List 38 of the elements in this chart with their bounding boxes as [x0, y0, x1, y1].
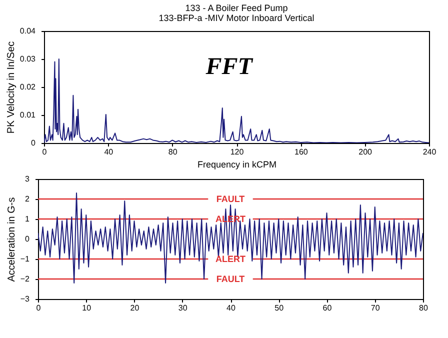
x-tick-label: 200 — [358, 148, 373, 156]
ref-line-label: ALERT — [216, 254, 246, 264]
x-tick-label: 240 — [422, 148, 437, 156]
y-tick-label: 0.03 — [20, 54, 36, 64]
x-tick-label: 160 — [294, 148, 308, 156]
y-tick-label: 0 — [31, 138, 36, 148]
line-series — [38, 192, 423, 284]
y-tick-label: −2 — [20, 274, 30, 284]
x-tick-label: 60 — [322, 304, 332, 312]
x-tick-label: 0 — [42, 148, 48, 156]
x-tick-label: 50 — [274, 304, 284, 312]
y-tick-label: 2 — [25, 194, 30, 204]
x-tick-label: 120 — [230, 148, 244, 156]
x-tick-label: 80 — [419, 304, 428, 312]
ref-line-label: FAULT — [216, 194, 246, 204]
x-tick-label: 40 — [226, 304, 236, 312]
chart-title: 133 - A Boiler Feed Pump — [185, 3, 288, 13]
x-tick-label: 80 — [168, 148, 178, 156]
y-tick-label: 0.01 — [20, 110, 36, 120]
y-tick-label: 0.02 — [20, 82, 36, 92]
x-axis-title: Frequency in kCPM — [197, 160, 277, 170]
x-tick-label: 10 — [82, 304, 92, 312]
y-tick-label: 0.04 — [20, 26, 36, 36]
x-tick-label: 70 — [370, 304, 380, 312]
y-tick-label: 1 — [25, 214, 30, 224]
y-axis-title: Acceleration in G-s — [6, 197, 18, 282]
x-tick-label: 30 — [178, 304, 188, 312]
y-tick-label: −1 — [20, 254, 30, 264]
line-series — [44, 58, 429, 143]
chart-subtitle: 133-BFP-a -MIV Motor Inboard Vertical — [158, 13, 314, 23]
y-tick-label: −3 — [20, 294, 30, 304]
ref-line-label: FAULT — [216, 274, 246, 284]
y-axis-title: PK Velocity in In/Sec — [6, 41, 17, 134]
x-tick-label: 40 — [104, 148, 114, 156]
annotation: FFT — [204, 54, 254, 80]
x-tick-label: 20 — [130, 304, 140, 312]
y-tick-label: 0 — [25, 234, 30, 244]
y-tick-label: 3 — [25, 174, 30, 184]
